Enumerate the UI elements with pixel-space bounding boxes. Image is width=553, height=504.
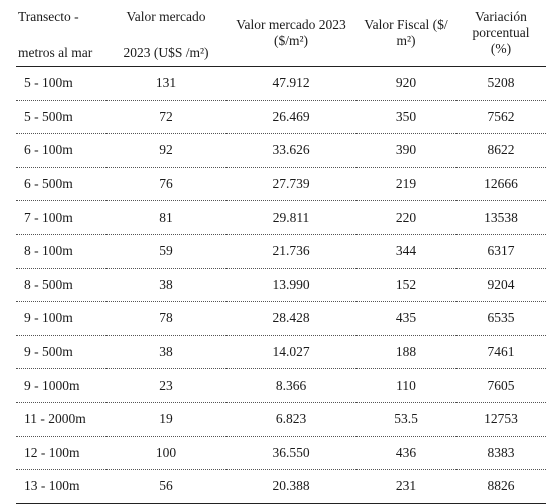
header-variacion-line3: (%): [490, 41, 512, 56]
header-variacion-line2: porcentual: [472, 25, 530, 40]
cell-transecto: 9 - 100m: [16, 301, 106, 336]
cell-valor-mercado-pesos: 28.428: [226, 301, 356, 336]
cell-valor-fiscal: 436: [356, 436, 456, 471]
cell-valor-fiscal: 219: [356, 167, 456, 202]
data-table-container: Transecto - metros al mar Valor mercado …: [16, 0, 546, 504]
cell-valor-mercado-usd: 92: [106, 133, 226, 168]
cell-transecto: 8 - 500m: [16, 268, 106, 303]
cell-variacion: 6317: [456, 234, 546, 269]
cell-valor-mercado-pesos: 36.550: [226, 436, 356, 471]
cell-transecto: 6 - 500m: [16, 167, 106, 202]
table-row: 11 - 2000m 19 6.823 53.5 12753: [16, 402, 546, 437]
cell-valor-mercado-pesos: 6.823: [226, 402, 356, 437]
header-transecto-line2: metros al mar: [18, 45, 93, 60]
cell-transecto: 5 - 500m: [16, 100, 106, 135]
cell-variacion: 12753: [456, 402, 546, 437]
cell-transecto: 7 - 100m: [16, 200, 106, 235]
cell-valor-mercado-pesos: 8.366: [226, 368, 356, 403]
cell-valor-fiscal: 390: [356, 133, 456, 168]
table-row: 7 - 100m 81 29.811 220 13538: [16, 200, 546, 235]
cell-valor-mercado-pesos: 14.027: [226, 335, 356, 370]
cell-valor-mercado-usd: 59: [106, 234, 226, 269]
header-valor-mercado-usd-line2: 2023 (U$S /m²): [123, 45, 209, 60]
cell-valor-mercado-pesos: 21.736: [226, 234, 356, 269]
table-row: 9 - 500m 38 14.027 188 7461: [16, 335, 546, 370]
cell-valor-fiscal: 188: [356, 335, 456, 370]
cell-valor-mercado-usd: 38: [106, 268, 226, 303]
cell-valor-mercado-usd: 81: [106, 200, 226, 235]
cell-valor-mercado-usd: 38: [106, 335, 226, 370]
table-row: 8 - 100m 59 21.736 344 6317: [16, 234, 546, 269]
table-row: 9 - 1000m 23 8.366 110 7605: [16, 368, 546, 403]
cell-transecto: 8 - 100m: [16, 234, 106, 269]
cell-variacion: 7461: [456, 335, 546, 370]
cell-valor-fiscal: 350: [356, 100, 456, 135]
header-transecto: Transecto - metros al mar: [16, 0, 106, 67]
cell-valor-fiscal: 344: [356, 234, 456, 269]
cell-valor-mercado-pesos: 13.990: [226, 268, 356, 303]
valuation-table: Transecto - metros al mar Valor mercado …: [16, 0, 546, 504]
cell-valor-mercado-usd: 78: [106, 301, 226, 336]
cell-transecto: 11 - 2000m: [16, 402, 106, 437]
cell-transecto: 5 - 100m: [16, 66, 106, 101]
table-row: 13 - 100m 56 20.388 231 8826: [16, 469, 546, 504]
header-transecto-line1: Transecto -: [18, 9, 79, 24]
header-row: Transecto - metros al mar Valor mercado …: [16, 0, 546, 67]
cell-valor-mercado-pesos: 29.811: [226, 200, 356, 235]
cell-valor-fiscal: 110: [356, 368, 456, 403]
cell-valor-mercado-usd: 56: [106, 469, 226, 504]
table-row: 12 - 100m 100 36.550 436 8383: [16, 436, 546, 471]
cell-transecto: 12 - 100m: [16, 436, 106, 471]
cell-valor-fiscal: 53.5: [356, 402, 456, 437]
cell-transecto: 13 - 100m: [16, 469, 106, 504]
cell-variacion: 7605: [456, 368, 546, 403]
header-valor-fiscal: Valor Fiscal ($/ m²): [356, 0, 456, 67]
cell-valor-mercado-pesos: 20.388: [226, 469, 356, 504]
header-variacion: Variación porcentual (%): [456, 0, 546, 67]
cell-variacion: 8622: [456, 133, 546, 168]
cell-variacion: 8383: [456, 436, 546, 471]
cell-transecto: 9 - 1000m: [16, 368, 106, 403]
cell-valor-mercado-usd: 19: [106, 402, 226, 437]
cell-variacion: 7562: [456, 100, 546, 135]
header-valor-mercado-pesos-line2: ($/m²): [273, 33, 309, 48]
table-row: 5 - 100m 131 47.912 920 5208: [16, 66, 546, 101]
header-valor-mercado-usd-line1: Valor mercado: [126, 9, 206, 24]
table-header: Transecto - metros al mar Valor mercado …: [16, 0, 546, 67]
cell-valor-fiscal: 231: [356, 469, 456, 504]
cell-valor-mercado-usd: 131: [106, 66, 226, 101]
cell-variacion: 5208: [456, 66, 546, 101]
header-valor-mercado-usd: Valor mercado 2023 (U$S /m²): [106, 0, 226, 67]
cell-valor-mercado-pesos: 26.469: [226, 100, 356, 135]
cell-variacion: 8826: [456, 469, 546, 504]
cell-valor-fiscal: 920: [356, 66, 456, 101]
cell-valor-mercado-pesos: 27.739: [226, 167, 356, 202]
cell-valor-mercado-usd: 72: [106, 100, 226, 135]
cell-valor-fiscal: 220: [356, 200, 456, 235]
table-row: 9 - 100m 78 28.428 435 6535: [16, 301, 546, 336]
cell-valor-mercado-usd: 100: [106, 436, 226, 471]
table-body: 5 - 100m 131 47.912 920 5208 5 - 500m 72 26.469…: [16, 66, 546, 504]
table-row: 8 - 500m 38 13.990 152 9204: [16, 268, 546, 303]
cell-variacion: 12666: [456, 167, 546, 202]
cell-valor-fiscal: 152: [356, 268, 456, 303]
cell-transecto: 9 - 500m: [16, 335, 106, 370]
cell-variacion: 9204: [456, 268, 546, 303]
table-row: 5 - 500m 72 26.469 350 7562: [16, 100, 546, 135]
cell-valor-mercado-pesos: 33.626: [226, 133, 356, 168]
cell-valor-mercado-usd: 76: [106, 167, 226, 202]
header-valor-mercado-pesos-line1: Valor mercado 2023: [236, 17, 346, 32]
header-variacion-line1: Variación: [475, 9, 527, 24]
cell-valor-fiscal: 435: [356, 301, 456, 336]
cell-variacion: 13538: [456, 200, 546, 235]
table-row: 6 - 500m 76 27.739 219 12666: [16, 167, 546, 202]
header-valor-fiscal-line1: Valor Fiscal ($/: [364, 17, 448, 32]
cell-transecto: 6 - 100m: [16, 133, 106, 168]
cell-valor-mercado-usd: 23: [106, 368, 226, 403]
table-row: 6 - 100m 92 33.626 390 8622: [16, 133, 546, 168]
header-valor-mercado-pesos: Valor mercado 2023 ($/m²): [226, 0, 356, 67]
cell-variacion: 6535: [456, 301, 546, 336]
cell-valor-mercado-pesos: 47.912: [226, 66, 356, 101]
header-valor-fiscal-line2: m²): [396, 33, 416, 48]
